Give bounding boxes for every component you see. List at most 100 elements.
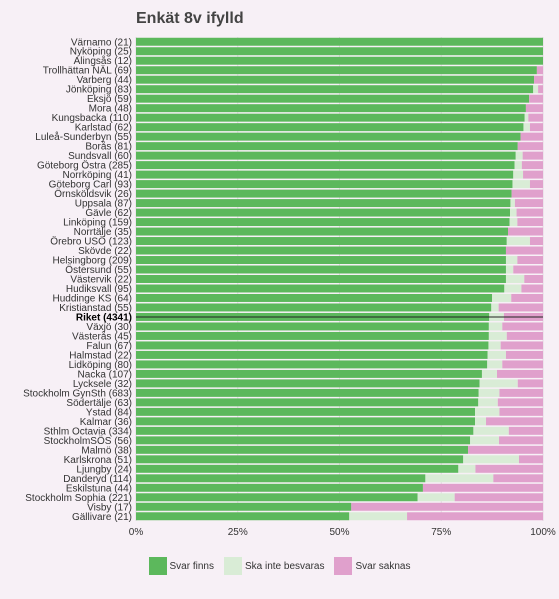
category-label: Uppsala (87): [75, 199, 132, 210]
category-label: Sundsvall (60): [68, 151, 132, 162]
category-label: Linköping (159): [63, 218, 132, 229]
category-label: Västervik (22): [70, 275, 132, 286]
bar-segment-svar-saknas: [511, 293, 543, 302]
category-label: Norrtälje (35): [74, 227, 132, 238]
bar-segment-svar-finns: [136, 379, 480, 388]
category-label: Stockholm Sophia (221): [25, 493, 132, 504]
category-label: Hudiksvall (95): [66, 284, 132, 295]
bar-segment-ska-inte-besvaras: [463, 455, 519, 464]
bar-segment-svar-finns: [136, 426, 474, 435]
bar-segment-svar-saknas: [514, 199, 543, 208]
bar-segment-svar-finns: [136, 47, 543, 56]
x-tick-label: 25%: [228, 527, 248, 538]
bar-segment-svar-finns: [136, 66, 537, 75]
category-label: Värnamo (21): [71, 37, 132, 48]
bar-segment-svar-saknas: [536, 66, 543, 75]
category-label: Luleå-Sunderbyn (55): [35, 131, 132, 143]
category-label: Trollhättan NÄL (69): [43, 65, 132, 77]
bar-segment-svar-finns: [136, 161, 515, 170]
bar-segment-svar-saknas: [511, 189, 543, 198]
bar-segment-svar-finns: [136, 388, 479, 397]
category-label: Huddinge KS (64): [53, 293, 133, 304]
bar-segment-svar-finns: [136, 189, 512, 198]
bar-segment-svar-finns: [136, 360, 488, 369]
category-label: StockholmSÖS (56): [44, 435, 132, 447]
bar-segment-svar-finns: [136, 227, 508, 236]
bar-segment-ska-inte-besvaras: [458, 464, 476, 473]
bar-segment-svar-saknas: [529, 237, 543, 246]
category-label: Helsingborg (209): [53, 256, 133, 267]
bar-segment-svar-saknas: [517, 142, 543, 151]
bar-segment-ska-inte-besvaras: [487, 360, 503, 369]
bar-segment-svar-saknas: [422, 483, 543, 492]
x-tick-label: 50%: [329, 527, 349, 538]
bar-segment-svar-saknas: [534, 75, 543, 84]
bar-segment-svar-finns: [136, 104, 526, 113]
bar-segment-ska-inte-besvaras: [349, 512, 408, 521]
category-label: Eksjö (59): [87, 94, 132, 105]
legend-item: Svar saknas: [334, 557, 411, 575]
bar-segment-ska-inte-besvaras: [492, 293, 512, 302]
bar-segment-svar-saknas: [529, 94, 543, 103]
bar-segment-svar-saknas: [521, 284, 543, 293]
bar-segment-svar-finns: [136, 331, 489, 340]
bar-segment-svar-finns: [136, 322, 489, 331]
legend-label: Svar finns: [169, 560, 214, 572]
bar-segment-svar-saknas: [508, 426, 543, 435]
bar-segment-svar-finns: [136, 265, 506, 274]
legend-label: Ska inte besvaras: [244, 560, 325, 572]
bar-segment-svar-saknas: [521, 161, 543, 170]
bar-layer: [136, 37, 543, 521]
bar-segment-ska-inte-besvaras: [475, 417, 487, 426]
bar-segment-ska-inte-besvaras: [509, 218, 518, 227]
legend-item: Ska inte besvaras: [223, 557, 325, 575]
bar-segment-svar-finns: [136, 75, 535, 84]
bar-segment-ska-inte-besvaras: [533, 85, 539, 94]
category-label: Södertälje (63): [66, 398, 132, 409]
legend: Svar finns Ska inte besvaras Svar saknas: [0, 557, 559, 575]
bar-segment-svar-saknas: [529, 123, 543, 132]
bar-segment-svar-finns: [136, 483, 423, 492]
bar-segment-ska-inte-besvaras: [491, 303, 499, 312]
bar-segment-svar-saknas: [502, 360, 543, 369]
bar-segment-svar-finns: [136, 113, 525, 122]
bar-segment-svar-saknas: [486, 417, 543, 426]
bar-segment-ska-inte-besvaras: [505, 265, 514, 274]
bar-segment-ska-inte-besvaras: [487, 350, 506, 359]
category-label: Halmstad (22): [69, 350, 132, 361]
category-label: Riket (4341): [76, 312, 132, 323]
bar-segment-ska-inte-besvaras: [478, 388, 500, 397]
category-label: Stockholm GynSth (683): [23, 388, 132, 399]
bar-segment-svar-finns: [136, 293, 493, 302]
bar-segment-svar-saknas: [523, 170, 543, 179]
bar-segment-svar-finns: [136, 398, 479, 407]
category-label: Östersund (55): [65, 264, 132, 276]
bar-segment-svar-saknas: [513, 265, 543, 274]
bar-segment-svar-finns: [136, 37, 543, 46]
bar-segment-svar-saknas: [407, 512, 543, 521]
category-label: Lidköping (80): [69, 360, 132, 371]
bar-segment-svar-finns: [136, 369, 482, 378]
x-tick-label: 0%: [129, 527, 144, 538]
bar-segment-svar-finns: [136, 407, 476, 416]
bar-segment-svar-saknas: [529, 180, 543, 189]
category-label: Gällivare (21): [72, 512, 132, 523]
bar-segment-svar-saknas: [497, 369, 543, 378]
category-label: Visby (17): [87, 502, 132, 513]
bar-segment-svar-finns: [136, 180, 513, 189]
bar-segment-svar-finns: [136, 275, 506, 283]
bar-segment-ska-inte-besvaras: [504, 284, 522, 293]
legend-label: Svar saknas: [355, 560, 411, 572]
bar-segment-svar-finns: [136, 445, 469, 454]
category-label: Örebro USÖ (123): [50, 236, 132, 248]
bar-segment-svar-finns: [136, 502, 352, 511]
bar-segment-ska-inte-besvaras: [473, 426, 509, 435]
bar-segment-ska-inte-besvaras: [515, 151, 523, 160]
bar-segment-svar-saknas: [502, 322, 543, 331]
category-label: Jönköping (83): [66, 85, 132, 96]
bar-segment-svar-saknas: [505, 246, 543, 255]
bar-segment-svar-saknas: [538, 85, 543, 94]
bar-segment-svar-finns: [136, 151, 516, 160]
bar-segment-ska-inte-besvaras: [505, 275, 525, 283]
